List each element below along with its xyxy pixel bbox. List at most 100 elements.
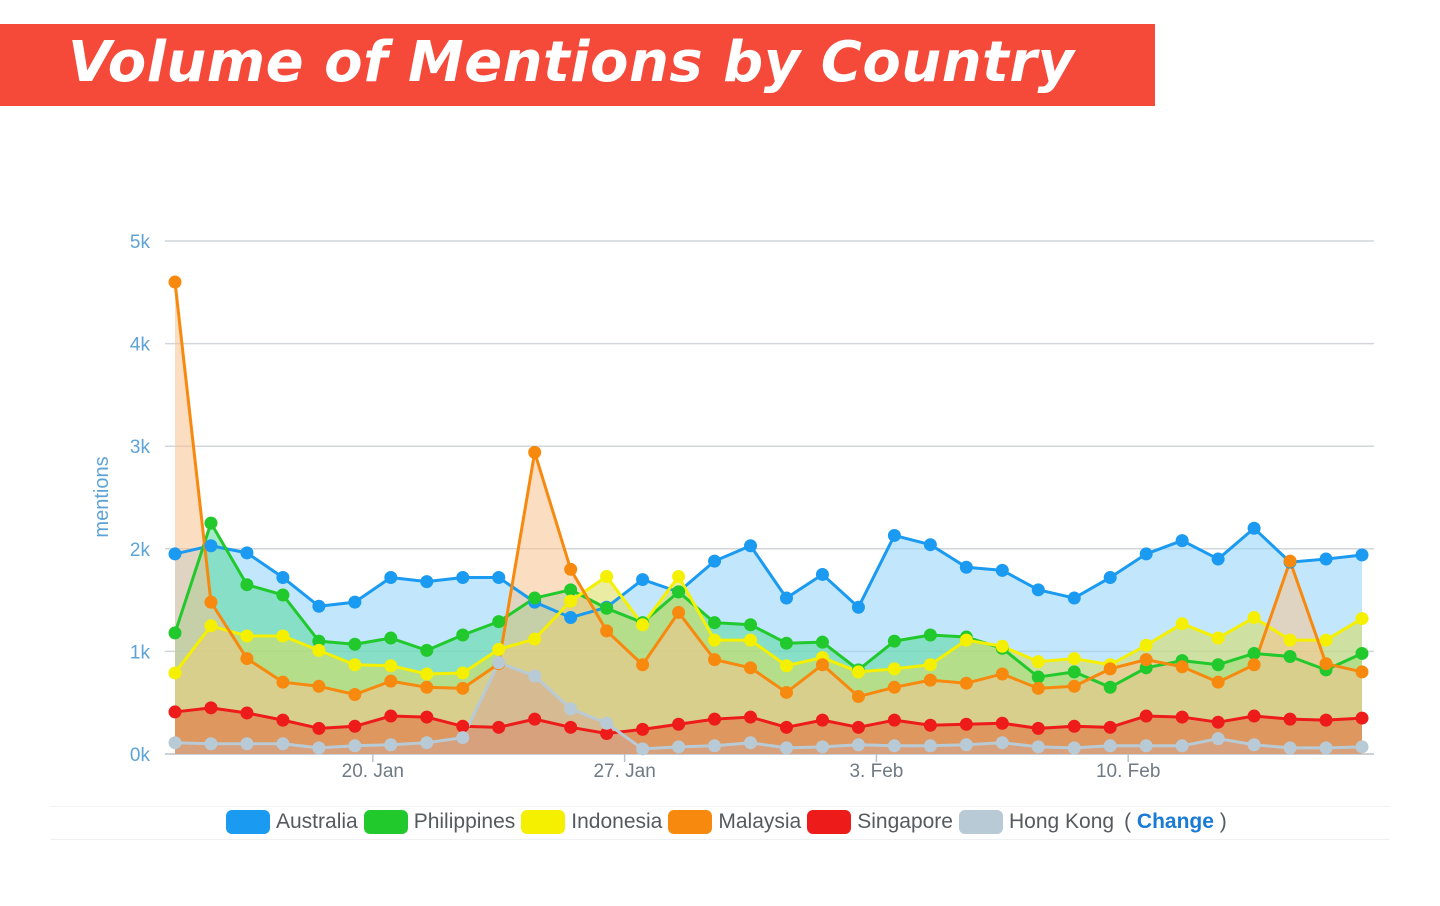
- point-singapore[interactable]: [1139, 709, 1153, 723]
- point-philippines[interactable]: [564, 583, 578, 597]
- point-australia[interactable]: [923, 538, 937, 552]
- point-malaysia[interactable]: [1247, 658, 1261, 672]
- point-malaysia[interactable]: [995, 667, 1009, 681]
- point-indonesia[interactable]: [420, 667, 434, 681]
- point-singapore[interactable]: [492, 720, 506, 734]
- point-singapore[interactable]: [240, 706, 254, 720]
- point-hong-kong[interactable]: [528, 669, 542, 683]
- point-australia[interactable]: [1067, 591, 1081, 605]
- point-indonesia[interactable]: [1283, 633, 1297, 647]
- point-hong-kong[interactable]: [1175, 739, 1189, 753]
- point-singapore[interactable]: [995, 716, 1009, 730]
- point-indonesia[interactable]: [492, 642, 506, 656]
- point-philippines[interactable]: [1355, 646, 1369, 660]
- point-hong-kong[interactable]: [1355, 740, 1369, 754]
- point-hong-kong[interactable]: [348, 739, 362, 753]
- point-australia[interactable]: [420, 575, 434, 589]
- point-australia[interactable]: [348, 595, 362, 609]
- point-indonesia[interactable]: [1211, 631, 1225, 645]
- point-singapore[interactable]: [276, 713, 290, 727]
- legend-item-hong-kong[interactable]: Hong Kong: [958, 810, 1114, 834]
- point-indonesia[interactable]: [168, 666, 182, 680]
- point-philippines[interactable]: [923, 628, 937, 642]
- point-australia[interactable]: [312, 599, 326, 613]
- point-hong-kong[interactable]: [1103, 739, 1117, 753]
- point-malaysia[interactable]: [1175, 660, 1189, 674]
- point-malaysia[interactable]: [887, 680, 901, 694]
- point-indonesia[interactable]: [1031, 655, 1045, 669]
- point-australia[interactable]: [384, 571, 398, 585]
- point-indonesia[interactable]: [456, 666, 470, 680]
- point-malaysia[interactable]: [1319, 657, 1333, 671]
- point-malaysia[interactable]: [276, 675, 290, 689]
- point-philippines[interactable]: [1067, 665, 1081, 679]
- point-hong-kong[interactable]: [959, 738, 973, 752]
- point-malaysia[interactable]: [779, 685, 793, 699]
- point-malaysia[interactable]: [851, 690, 865, 704]
- point-indonesia[interactable]: [923, 658, 937, 672]
- point-australia[interactable]: [815, 567, 829, 581]
- point-indonesia[interactable]: [384, 659, 398, 673]
- point-malaysia[interactable]: [564, 562, 578, 576]
- change-link[interactable]: Change: [1136, 810, 1214, 833]
- point-hong-kong[interactable]: [1211, 732, 1225, 746]
- point-hong-kong[interactable]: [600, 716, 614, 730]
- point-indonesia[interactable]: [564, 594, 578, 608]
- point-australia[interactable]: [851, 600, 865, 614]
- point-hong-kong[interactable]: [384, 738, 398, 752]
- point-singapore[interactable]: [1031, 721, 1045, 735]
- point-hong-kong[interactable]: [672, 740, 686, 754]
- point-singapore[interactable]: [204, 701, 218, 715]
- point-singapore[interactable]: [708, 712, 722, 726]
- legend-item-malaysia[interactable]: Malaysia: [668, 810, 801, 834]
- point-indonesia[interactable]: [887, 662, 901, 676]
- point-malaysia[interactable]: [672, 605, 686, 619]
- point-australia[interactable]: [1319, 552, 1333, 566]
- point-indonesia[interactable]: [672, 570, 686, 584]
- point-australia[interactable]: [779, 591, 793, 605]
- point-singapore[interactable]: [528, 712, 542, 726]
- point-malaysia[interactable]: [456, 681, 470, 695]
- point-malaysia[interactable]: [1283, 554, 1297, 568]
- point-indonesia[interactable]: [636, 618, 650, 632]
- point-philippines[interactable]: [240, 578, 254, 592]
- point-malaysia[interactable]: [420, 680, 434, 694]
- point-hong-kong[interactable]: [492, 656, 506, 670]
- point-singapore[interactable]: [312, 721, 326, 735]
- point-philippines[interactable]: [708, 616, 722, 630]
- point-singapore[interactable]: [420, 710, 434, 724]
- point-indonesia[interactable]: [528, 632, 542, 646]
- point-australia[interactable]: [1031, 583, 1045, 597]
- point-indonesia[interactable]: [1067, 652, 1081, 666]
- point-indonesia[interactable]: [276, 629, 290, 643]
- point-indonesia[interactable]: [851, 665, 865, 679]
- point-australia[interactable]: [1175, 534, 1189, 548]
- legend-item-australia[interactable]: Australia: [226, 810, 358, 834]
- point-australia[interactable]: [492, 571, 506, 585]
- point-malaysia[interactable]: [384, 674, 398, 688]
- point-australia[interactable]: [1103, 571, 1117, 585]
- point-hong-kong[interactable]: [276, 737, 290, 751]
- point-singapore[interactable]: [959, 717, 973, 731]
- point-philippines[interactable]: [887, 634, 901, 648]
- point-hong-kong[interactable]: [420, 736, 434, 750]
- point-singapore[interactable]: [384, 709, 398, 723]
- point-philippines[interactable]: [744, 618, 758, 632]
- point-indonesia[interactable]: [995, 639, 1009, 653]
- point-malaysia[interactable]: [708, 653, 722, 667]
- point-malaysia[interactable]: [1067, 679, 1081, 693]
- point-philippines[interactable]: [815, 635, 829, 649]
- point-hong-kong[interactable]: [779, 741, 793, 755]
- point-malaysia[interactable]: [1031, 681, 1045, 695]
- point-philippines[interactable]: [1283, 650, 1297, 664]
- point-hong-kong[interactable]: [887, 739, 901, 753]
- point-indonesia[interactable]: [1139, 638, 1153, 652]
- point-australia[interactable]: [276, 571, 290, 585]
- point-philippines[interactable]: [348, 637, 362, 651]
- legend-item-indonesia[interactable]: Indonesia: [521, 810, 662, 834]
- point-singapore[interactable]: [744, 710, 758, 724]
- point-singapore[interactable]: [1319, 713, 1333, 727]
- point-hong-kong[interactable]: [851, 738, 865, 752]
- point-singapore[interactable]: [456, 719, 470, 733]
- point-indonesia[interactable]: [204, 619, 218, 633]
